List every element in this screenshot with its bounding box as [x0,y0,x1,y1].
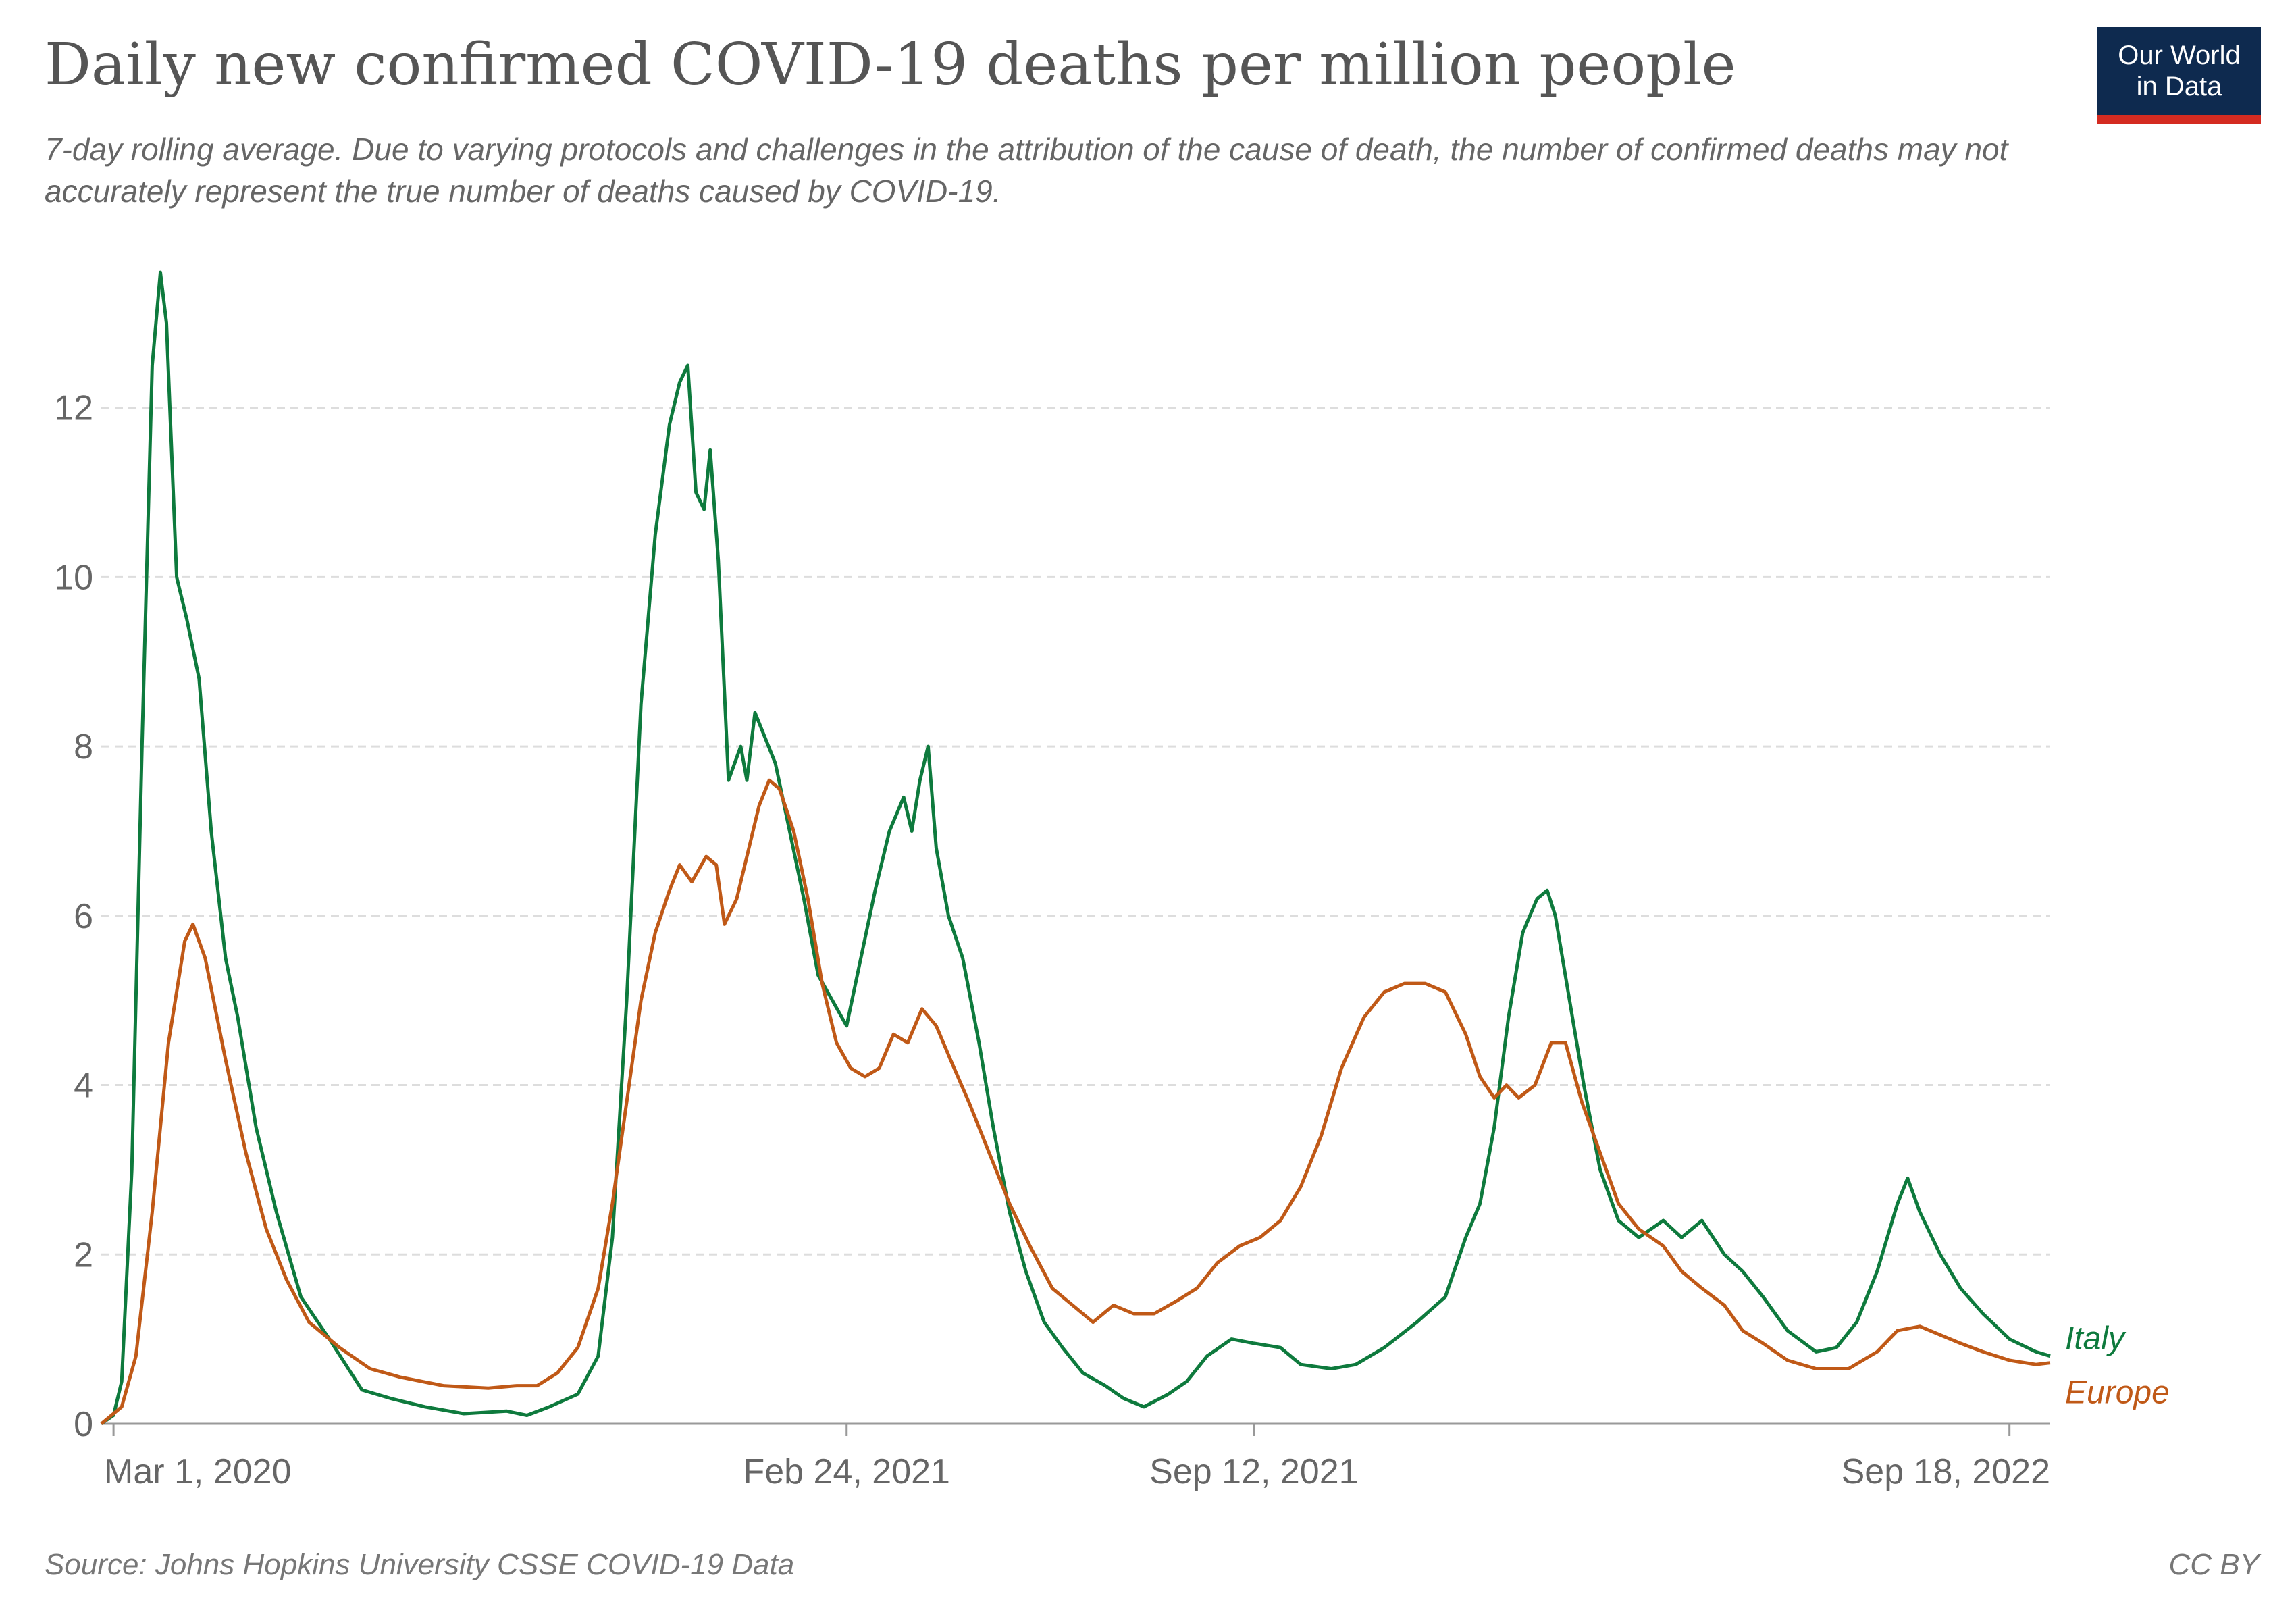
chart-subtitle: 7-day rolling average. Due to varying pr… [45,132,2008,209]
y-axis: 0 2 4 6 8 10 12 [54,389,93,1444]
series-lines [100,270,2051,1426]
chart-title: Daily new confirmed COVID-19 deaths per … [45,31,1736,99]
y-tick-label: 2 [74,1235,93,1275]
y-tick-label: 8 [74,727,93,767]
x-tick-label: Mar 1, 2020 [104,1452,292,1491]
y-tick-label: 12 [54,389,93,428]
x-tick-label: Feb 24, 2021 [743,1452,950,1491]
y-tick-label: 0 [74,1405,93,1444]
series-label-europe[interactable]: Europe [2065,1375,2170,1411]
series-label-italy[interactable]: Italy [2065,1321,2127,1357]
logo-line-1: Our World [2118,41,2241,70]
y-tick-label: 10 [54,558,93,597]
y-tick-label: 6 [74,897,93,936]
series-line-europe [100,778,2051,1425]
y-tick-label: 4 [74,1066,93,1106]
x-tick-label: Sep 18, 2022 [1842,1452,2050,1491]
owid-logo[interactable]: Our World in Data [2097,27,2261,124]
x-axis: Mar 1, 2020 Feb 24, 2021 Sep 12, 2021 Sep 1… [101,1422,2050,1491]
license-label: CC BY [2168,1548,2260,1581]
series-labels: Italy Europe [2065,1321,2170,1411]
x-tick-label: Sep 12, 2021 [1149,1452,1358,1491]
series-line-italy [100,270,2051,1426]
logo-line-2: in Data [2136,72,2222,101]
gridlines [101,407,2050,1256]
source-note: Source: Johns Hopkins University CSSE CO… [45,1548,795,1581]
